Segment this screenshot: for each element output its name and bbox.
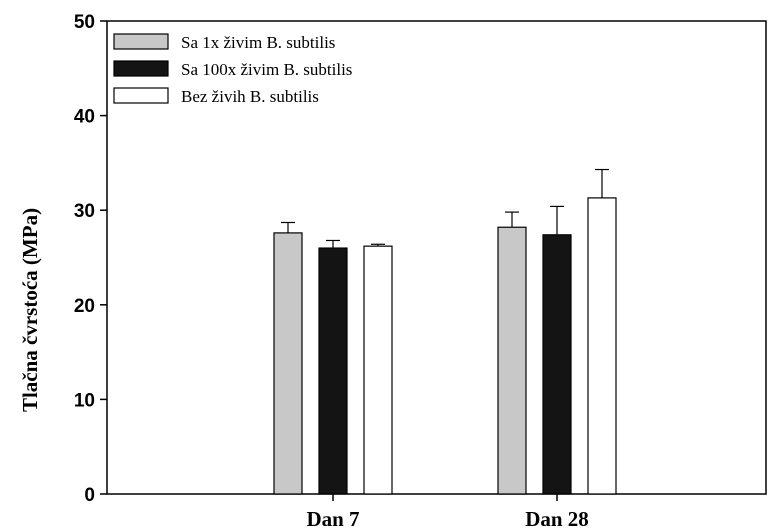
legend-swatch <box>113 33 169 50</box>
legend-label: Sa 100x živim B. subtilis <box>181 60 352 79</box>
plot-border <box>106 20 767 495</box>
y-axis-title: Tlačna čvrstoća (MPa) <box>18 208 42 412</box>
x-category-label: Dan 28 <box>525 507 589 531</box>
bar <box>497 226 527 495</box>
x-axis-labels: Dan 7 Dan 28 <box>306 507 588 531</box>
plot-frame <box>106 20 767 495</box>
legend-swatch <box>113 87 169 104</box>
y-tick-label: 0 <box>84 485 95 506</box>
legend: Sa 1x živim B. subtilis Sa 100x živim B. … <box>113 33 352 106</box>
bar <box>542 234 572 495</box>
y-tick-label: 10 <box>74 390 95 411</box>
x-category-label: Dan 7 <box>306 507 359 531</box>
legend-label: Sa 1x živim B. subtilis <box>181 33 335 52</box>
y-tick-label: 50 <box>74 12 95 33</box>
legend-label: Bez živih B. subtilis <box>181 87 319 106</box>
y-tick-label: 30 <box>74 201 95 222</box>
bar <box>363 245 393 495</box>
bar <box>273 232 303 495</box>
legend-swatch <box>113 60 169 77</box>
y-tick-label: 20 <box>74 296 95 317</box>
bars <box>273 168 617 501</box>
y-tick-label: 40 <box>74 107 95 128</box>
y-axis-ticks: 0 10 20 30 40 50 <box>74 12 107 506</box>
bar <box>587 197 617 495</box>
bar <box>318 247 348 495</box>
